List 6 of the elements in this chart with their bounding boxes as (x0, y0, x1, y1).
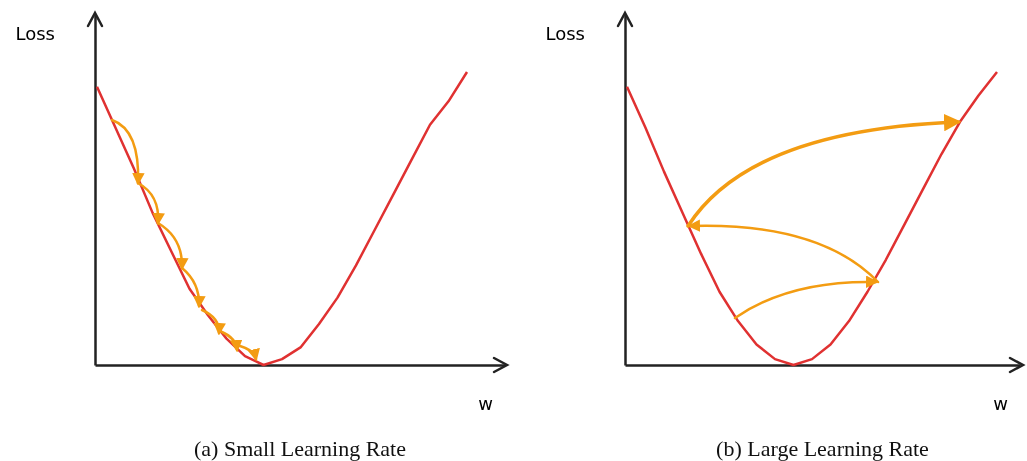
y-axis-title: Loss (545, 22, 585, 44)
x-axis-title: w (478, 392, 493, 414)
y-axis-title: Loss (15, 22, 55, 44)
x-axis-title: w (993, 392, 1008, 414)
text: (b) Large Learning Rate (716, 436, 929, 461)
text: (a) Small Learning Rate (194, 436, 406, 461)
